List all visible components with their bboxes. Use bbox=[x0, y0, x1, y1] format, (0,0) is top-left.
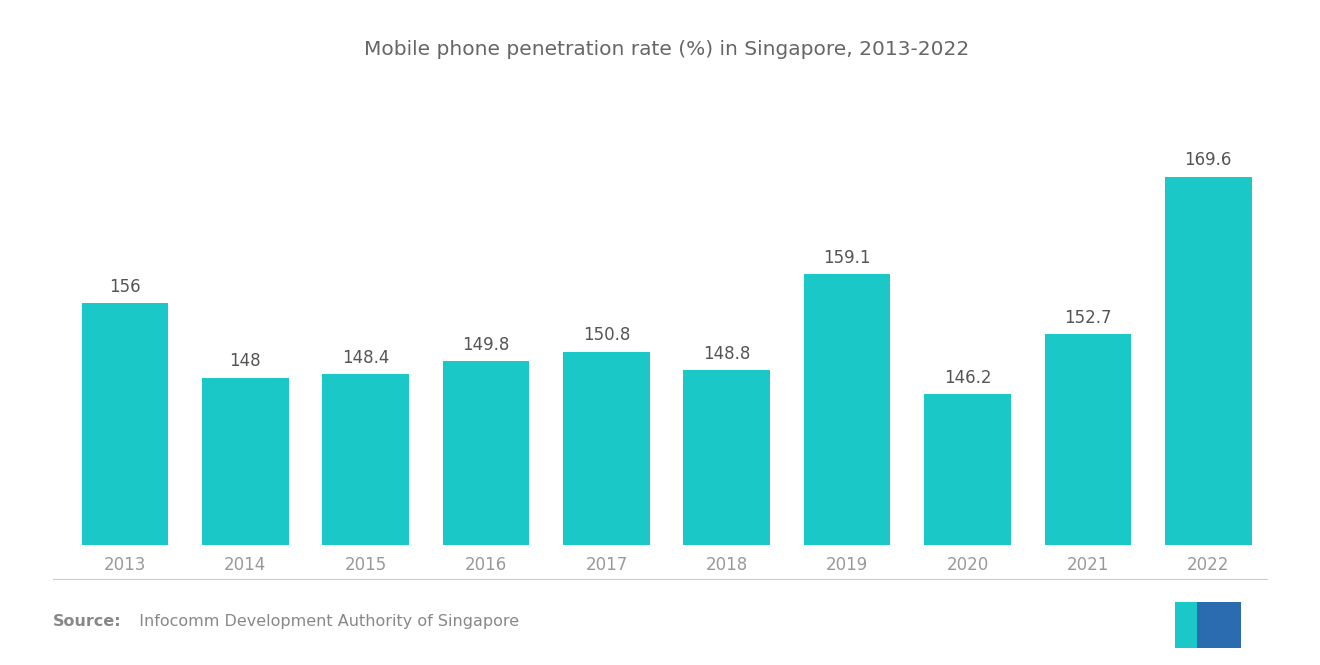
Bar bbox=[804, 275, 891, 665]
Text: 148: 148 bbox=[230, 352, 261, 370]
Bar bbox=[202, 378, 289, 665]
Bar bbox=[1164, 177, 1251, 665]
Bar bbox=[322, 374, 409, 665]
Bar bbox=[1044, 334, 1131, 665]
Text: Source:: Source: bbox=[53, 614, 121, 629]
Text: 156: 156 bbox=[110, 278, 141, 296]
Polygon shape bbox=[1175, 602, 1205, 648]
Text: 152.7: 152.7 bbox=[1064, 309, 1111, 327]
Title: Mobile phone penetration rate (%) in Singapore, 2013-2022: Mobile phone penetration rate (%) in Sin… bbox=[364, 40, 969, 59]
Polygon shape bbox=[1197, 602, 1241, 648]
Bar bbox=[442, 361, 529, 665]
Bar bbox=[924, 394, 1011, 665]
Text: 148.4: 148.4 bbox=[342, 348, 389, 366]
Text: 159.1: 159.1 bbox=[824, 249, 871, 267]
Text: 148.8: 148.8 bbox=[704, 345, 751, 363]
Text: 150.8: 150.8 bbox=[582, 327, 630, 344]
Text: 149.8: 149.8 bbox=[462, 336, 510, 354]
Text: Infocomm Development Authority of Singapore: Infocomm Development Authority of Singap… bbox=[129, 614, 520, 629]
Bar bbox=[82, 303, 169, 665]
Bar bbox=[684, 370, 770, 665]
Text: 169.6: 169.6 bbox=[1184, 151, 1232, 169]
Bar bbox=[564, 352, 649, 665]
Text: 146.2: 146.2 bbox=[944, 369, 991, 387]
